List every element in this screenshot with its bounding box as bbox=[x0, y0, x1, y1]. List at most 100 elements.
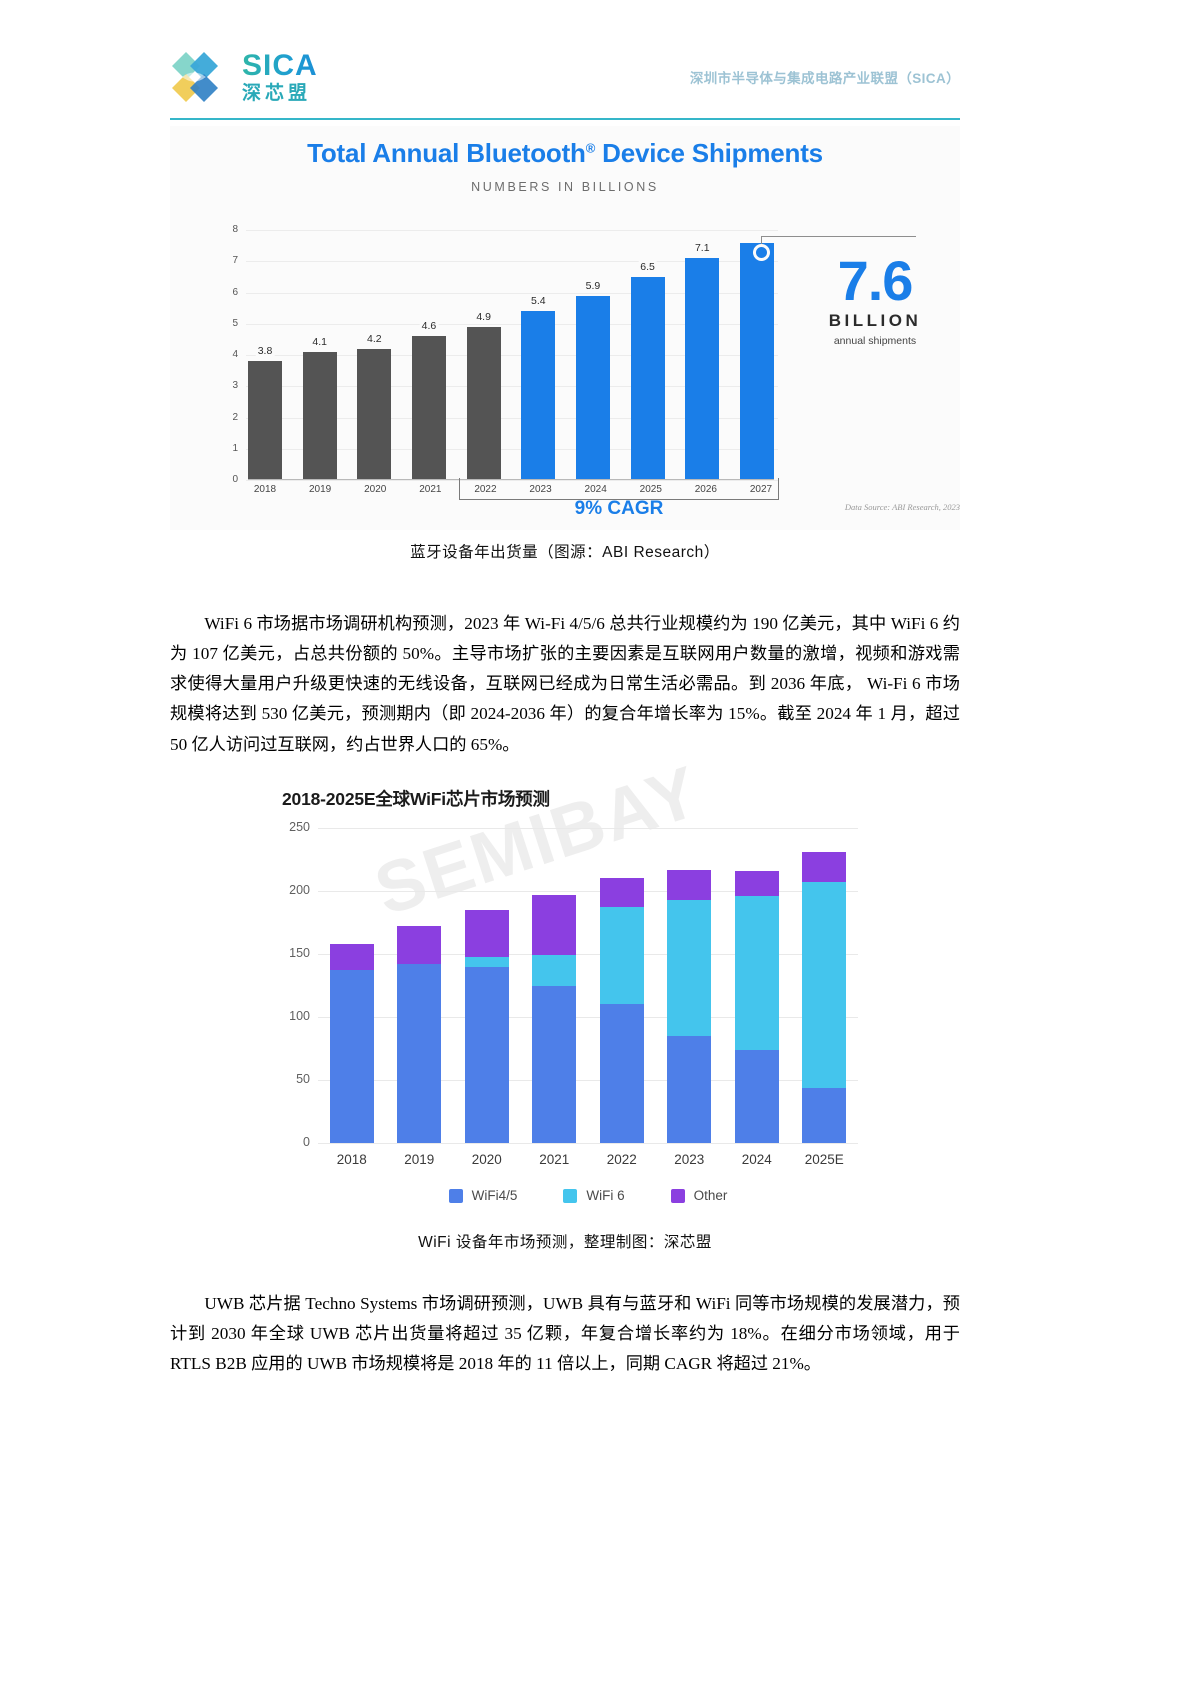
bar-value-label: 5.9 bbox=[583, 279, 603, 292]
y-axis-tick-label: 250 bbox=[289, 820, 310, 834]
headline-figure: 7.6 BILLION annual shipments bbox=[795, 249, 955, 348]
x-axis-tick-label: 2019 bbox=[404, 1152, 435, 1167]
bar-column: 6.5 bbox=[630, 230, 665, 480]
bluetooth-data-source: Data Source: ABI Research, 2023 bbox=[844, 502, 960, 512]
bar bbox=[521, 311, 556, 480]
stacked-bar-column bbox=[802, 851, 847, 1143]
bar-segment-wifi45 bbox=[464, 966, 509, 1143]
header-divider bbox=[170, 118, 960, 120]
x-axis-tick-label: 2024 bbox=[584, 484, 607, 495]
bar-value-label: 5.4 bbox=[528, 295, 548, 308]
y-axis-tick-label: 50 bbox=[296, 1072, 310, 1086]
x-axis-tick-label: 2023 bbox=[674, 1152, 705, 1167]
bar-segment-wifi45 bbox=[329, 970, 374, 1143]
bar-segment-wifi6 bbox=[667, 899, 712, 1036]
legend-swatch-icon bbox=[448, 1188, 463, 1203]
bar-segment-wifi45 bbox=[667, 1035, 712, 1143]
x-axis-tick-label: 2020 bbox=[471, 1152, 502, 1167]
legend-label: WiFi 6 bbox=[586, 1188, 625, 1203]
bar-column: 4.6 bbox=[411, 230, 446, 480]
legend-label: WiFi4/5 bbox=[471, 1188, 518, 1203]
gridline bbox=[246, 448, 778, 450]
bar bbox=[739, 242, 774, 480]
bar-segment-other bbox=[329, 943, 374, 971]
x-axis-tick-label: 2019 bbox=[308, 484, 332, 495]
bluetooth-chart-subtitle: NUMBERS IN BILLIONS bbox=[471, 180, 659, 194]
x-axis-tick-label: 2022 bbox=[606, 1152, 637, 1167]
header-organization-name: 深圳市半导体与集成电路产业联盟（SICA） bbox=[689, 71, 960, 86]
y-axis-tick-label: 100 bbox=[289, 1009, 310, 1023]
bar-segment-wifi45 bbox=[397, 964, 442, 1143]
x-axis-tick-label: 2021 bbox=[539, 1152, 570, 1167]
bar-segment-wifi45 bbox=[532, 985, 577, 1143]
sica-diamond-logo-icon bbox=[170, 48, 232, 106]
stacked-bar-column bbox=[667, 869, 712, 1143]
document-header: SICA 深芯盟 深圳市半导体与集成电路产业联盟（SICA） bbox=[170, 46, 960, 108]
bluetooth-gridlines: 8 7 6 5 4 3 2 1 0 bbox=[218, 224, 778, 485]
bluetooth-figure-caption: 蓝牙设备年出货量（图源：ABI Research） bbox=[410, 544, 720, 561]
y-axis-tick-label: 7 bbox=[232, 255, 238, 267]
y-axis-tick-label: 6 bbox=[232, 286, 238, 298]
bar bbox=[357, 348, 392, 480]
y-axis-tick-label: 5 bbox=[232, 317, 238, 329]
forecast-bracket bbox=[459, 478, 779, 500]
y-axis-tick-label: 8 bbox=[232, 224, 238, 235]
logo-cn-text: 深芯盟 bbox=[242, 83, 312, 104]
bar-segment-other bbox=[599, 878, 644, 908]
wifi-x-axis-labels: 2018 2019 2020 2021 2022 2023 2024 2025E bbox=[318, 1152, 858, 1167]
bar-segment-other bbox=[464, 909, 509, 957]
stacked-bar-column bbox=[599, 878, 644, 1143]
gridline bbox=[246, 323, 778, 325]
wifi-plot-area: 250 200 150 100 50 0 bbox=[289, 820, 858, 1149]
x-axis-tick-label: 2018 bbox=[253, 484, 277, 495]
legend-item: WiFi4/5 bbox=[448, 1188, 518, 1203]
bar-segment-other bbox=[397, 926, 442, 965]
bar-value-label: 4.1 bbox=[310, 335, 329, 348]
x-axis-tick-label: 2025E bbox=[804, 1152, 844, 1167]
stacked-bar-column bbox=[464, 909, 509, 1143]
bar bbox=[466, 326, 501, 480]
bar-segment-wifi6 bbox=[532, 955, 577, 986]
headline-number: 7.6 bbox=[837, 249, 914, 312]
bar-value-label: 4.2 bbox=[365, 332, 384, 345]
bluetooth-bar-chart: 8 7 6 5 4 3 2 1 0 3.8 4.1 4.2 4.6 4.9 5.4 5.9 6.5 7.1 bbox=[218, 224, 778, 485]
stacked-bar-column bbox=[532, 894, 577, 1143]
x-axis-tick-label: 2018 bbox=[336, 1152, 367, 1167]
bar-segment-wifi45 bbox=[802, 1087, 847, 1143]
legend-label: Other bbox=[693, 1188, 728, 1203]
x-axis-tick-label: 2024 bbox=[741, 1152, 772, 1167]
headline-caption: annual shipments bbox=[833, 335, 917, 348]
stacked-bar-column bbox=[734, 870, 779, 1143]
bar-segment-wifi45 bbox=[599, 1004, 644, 1143]
y-axis-tick-label: 2 bbox=[232, 411, 238, 423]
gridline bbox=[318, 1080, 858, 1081]
bar-segment-wifi6 bbox=[802, 882, 847, 1088]
gridline bbox=[246, 480, 778, 481]
bar bbox=[248, 361, 282, 480]
stacked-bar-column bbox=[397, 926, 442, 1143]
y-axis-tick-label: 200 bbox=[289, 883, 310, 897]
logo-en-text: SICA bbox=[242, 49, 318, 82]
bar-value-label: 6.5 bbox=[638, 260, 657, 273]
bar-segment-other bbox=[734, 870, 779, 897]
y-axis-tick-label: 0 bbox=[232, 474, 238, 485]
x-axis-tick-label: 2026 bbox=[694, 484, 717, 495]
legend-item: Other bbox=[670, 1188, 728, 1203]
gridline bbox=[318, 1017, 858, 1018]
y-axis-tick-label: 1 bbox=[232, 442, 238, 454]
registered-mark-icon: ® bbox=[585, 140, 596, 156]
sica-wordmark: SICA 深芯盟 bbox=[242, 49, 318, 104]
wifi-chart-legend: WiFi4/5 WiFi 6 Other bbox=[318, 1188, 858, 1203]
bar-value-label: 7.1 bbox=[692, 242, 712, 255]
legend-swatch-icon bbox=[563, 1188, 578, 1203]
bluetooth-x-axis-line bbox=[248, 479, 774, 480]
bar bbox=[630, 276, 665, 480]
callout-connector-line bbox=[761, 236, 916, 237]
bar-value-label: 4.9 bbox=[474, 310, 493, 323]
bar bbox=[411, 336, 446, 480]
headline-unit: BILLION bbox=[828, 311, 922, 331]
gridline bbox=[318, 1143, 858, 1144]
sica-logo: SICA 深芯盟 bbox=[170, 48, 318, 106]
x-axis-tick-label: 2020 bbox=[364, 484, 387, 495]
bar-segment-other bbox=[532, 894, 577, 956]
